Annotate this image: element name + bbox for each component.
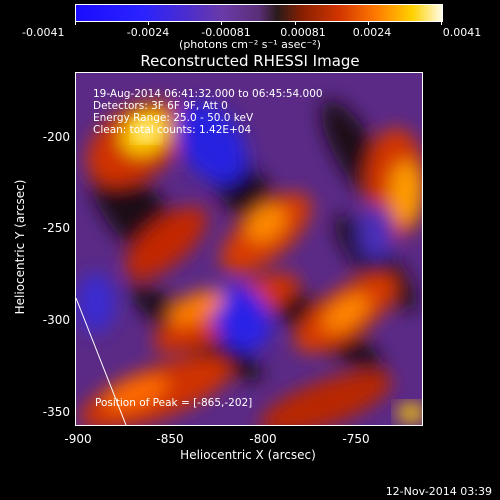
colorbar-tickmark	[441, 21, 442, 25]
y-tick-label: -200	[42, 130, 70, 144]
colorbar-tickmark	[368, 21, 369, 25]
colorbar-tickmark	[295, 21, 296, 25]
colorbar-tick-label: 0.00081	[280, 26, 326, 39]
x-tick-label: -900	[64, 432, 92, 446]
y-tick-label: -350	[42, 405, 70, 419]
colorbar-tick-label: 0.0024	[352, 26, 392, 39]
y-tick-label: -250	[42, 221, 70, 235]
colorbar	[75, 4, 443, 22]
x-tick-label: -800	[249, 432, 277, 446]
colorbar-tick-label: 0.0041	[442, 26, 482, 39]
colorbar-tickmark	[221, 21, 222, 25]
x-tick-label: -850	[156, 432, 184, 446]
colorbar-tickmark	[148, 21, 149, 25]
rhessi-image-canvas	[76, 73, 422, 425]
time-range-text: 19-Aug-2014 06:41:32.000 to 06:45:54.000	[93, 88, 323, 100]
peak-position-text: Position of Peak = [-865,-202]	[95, 397, 253, 409]
energy-range-text: Energy Range: 25.0 - 50.0 keV	[93, 112, 254, 124]
x-tick-label: -750	[342, 432, 370, 446]
colorbar-tick-label: -0.0041	[22, 26, 65, 39]
colorbar-units: (photons cm⁻² s⁻¹ asec⁻²)	[179, 38, 321, 51]
y-axis-label: Heliocentric Y (arcsec)	[13, 179, 27, 315]
colorbar-tick-label: -0.00081	[201, 26, 251, 39]
y-tick-label: -300	[42, 313, 70, 327]
timestamp: 12-Nov-2014 03:39	[385, 485, 492, 498]
page-title: Reconstructed RHESSI Image	[140, 52, 360, 70]
colorbar-tickmark	[75, 21, 76, 25]
rhessi-image	[75, 72, 423, 426]
detectors-text: Detectors: 3F 6F 9F, Att 0	[93, 100, 228, 112]
colorbar-tick-label: -0.0024	[126, 26, 170, 39]
solar-limb-line	[76, 297, 127, 425]
clean-counts-text: Clean: total counts: 1.42E+04	[93, 124, 252, 136]
x-axis-label: Heliocentric X (arcsec)	[180, 448, 316, 462]
